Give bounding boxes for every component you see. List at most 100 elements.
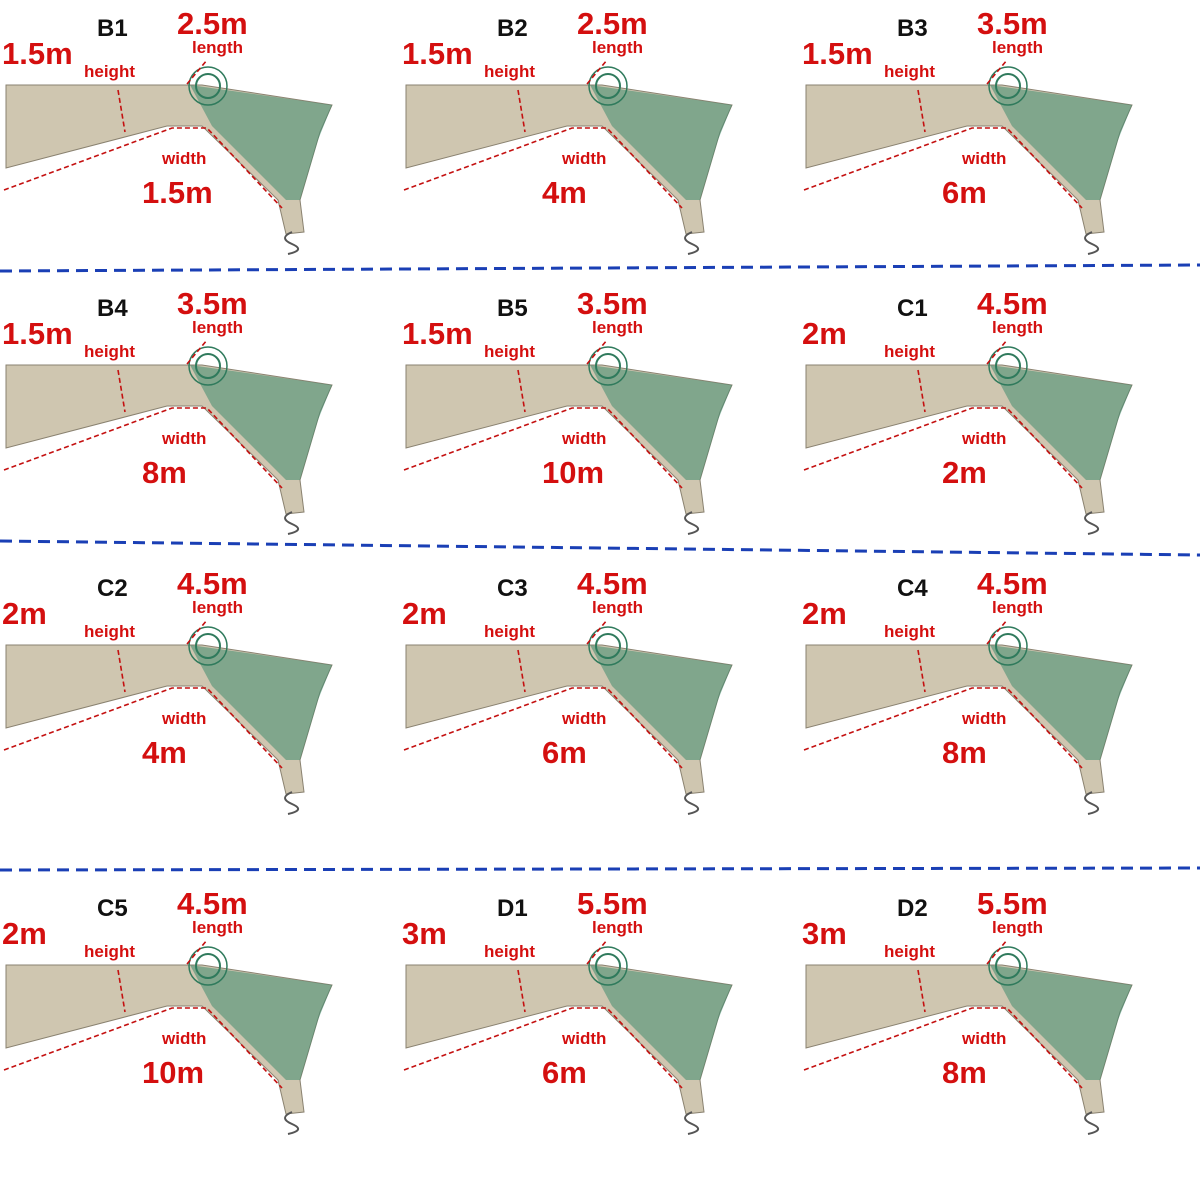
height-guide [517,89,526,133]
height-label: height [484,942,535,961]
net-ring [595,353,621,379]
height-label: height [884,342,935,361]
width-guide [3,687,283,769]
width-label: width [561,149,606,168]
length-value: 4.5m [177,566,248,601]
height-guide [917,649,926,693]
net-funnel [190,365,332,480]
length-label: length [592,598,643,617]
panel-code: C1 [897,295,928,322]
length-value: 2.5m [177,6,248,41]
length-value: 5.5m [577,886,648,921]
net-ring [995,953,1021,979]
net-lead [284,511,299,535]
net-ring [188,66,228,106]
panel-code: D1 [497,895,528,922]
width-label: width [561,429,606,448]
length-label: length [192,38,243,57]
length-guide [986,339,1008,365]
height-value: 1.5m [802,36,873,71]
height-label: height [484,62,535,81]
length-value: 3.5m [977,6,1048,41]
width-label: width [161,429,206,448]
net-lead [1084,791,1099,815]
width-guide [803,127,1083,209]
height-label: height [84,942,135,961]
height-guide [117,369,126,413]
length-guide [186,59,208,85]
height-value: 2m [2,916,47,951]
width-guide [403,407,683,489]
width-label: width [961,709,1006,728]
panel-code: B4 [97,295,128,322]
net-ring [995,73,1021,99]
panel-code: C5 [97,895,128,922]
net-ring [188,946,228,986]
net-ring [595,633,621,659]
net-funnel [190,965,332,1080]
width-value: 10m [142,1055,204,1090]
width-label: width [561,709,606,728]
width-guide [403,1007,683,1089]
height-value: 1.5m [402,36,473,71]
net-ring [595,73,621,99]
height-guide [917,369,926,413]
width-value: 8m [942,1055,987,1090]
height-label: height [884,942,935,961]
height-value: 3m [802,916,847,951]
panel-code: D2 [897,895,928,922]
width-value: 2m [942,455,987,490]
net-ring [588,346,628,386]
length-guide [586,619,608,645]
height-value: 2m [2,596,47,631]
length-guide [986,59,1008,85]
length-value: 5.5m [977,886,1048,921]
width-value: 1.5m [142,175,213,210]
net-funnel [590,365,732,480]
width-value: 8m [142,455,187,490]
net-ring [195,73,221,99]
net-funnel [590,965,732,1080]
width-label: width [161,709,206,728]
width-guide [3,127,283,209]
net-lead [284,1111,299,1135]
length-label: length [592,318,643,337]
net-ring [595,953,621,979]
net-ring [195,633,221,659]
net-ring [588,946,628,986]
net-ring [988,946,1028,986]
width-value: 8m [942,735,987,770]
panel-code: C4 [897,575,928,602]
length-label: length [992,318,1043,337]
length-label: length [992,38,1043,57]
net-lead [1084,511,1099,535]
width-value: 6m [542,1055,587,1090]
width-label: width [961,149,1006,168]
width-guide [3,407,283,489]
width-value: 4m [542,175,587,210]
height-label: height [84,342,135,361]
length-guide [186,619,208,645]
length-guide [186,939,208,965]
panel-code: B5 [497,295,528,322]
panel-code: B2 [497,15,528,42]
width-guide [803,1007,1083,1089]
width-value: 10m [542,455,604,490]
length-guide [186,339,208,365]
net-funnel [590,645,732,760]
panel-code: C3 [497,575,528,602]
height-label: height [884,622,935,641]
net-lead [684,1111,699,1135]
width-guide [403,687,683,769]
height-value: 2m [402,596,447,631]
height-label: height [884,62,935,81]
height-value: 2m [802,316,847,351]
